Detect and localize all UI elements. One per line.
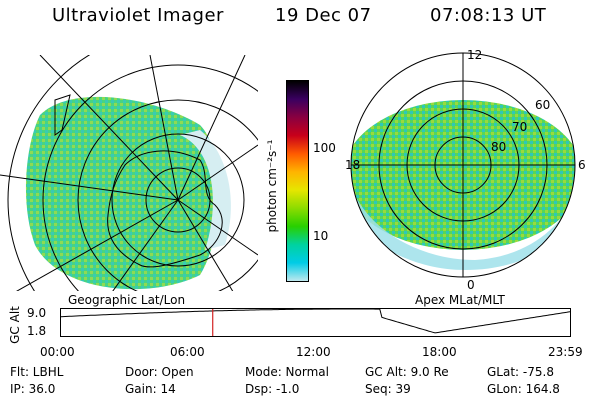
coastline [54,94,223,268]
xtick-2359: 23:59 [548,345,583,359]
ytick-9: 9.0 [27,306,47,320]
mlat-label-60: 60 [535,98,550,112]
info-glat: GLat: -75.8 [487,365,554,379]
info-dsp: Dsp: -1.0 [245,382,300,396]
info-door: Door: Open [125,365,194,379]
info-seq: Seq: 39 [365,382,411,396]
xtick-0600: 06:00 [170,345,205,359]
aurora-oval-left [25,96,219,290]
gc-alt-ylabel: GC Alt [8,306,22,344]
app-title: Ultraviolet Imager [52,5,224,26]
ytick-1-8: 1.8 [27,324,47,338]
info-mode: Mode: Normal [245,365,329,379]
mlt-label-18: 18 [345,158,360,172]
mlt-label-0: 0 [467,278,475,292]
date-label: 19 Dec 07 [275,5,372,26]
mlt-label-6: 6 [578,158,586,172]
info-glon: GLon: 164.8 [487,382,560,396]
colorbar [286,80,309,282]
info-gc-alt: GC Alt: 9.0 Re [365,365,449,379]
mlt-label-12: 12 [467,48,482,62]
colorbar-label: photon cm⁻²s⁻¹ [265,139,279,233]
time-label: 07:08:13 UT [430,5,547,26]
gc-alt-plot [60,308,572,337]
magnetic-map: 12 0 18 6 60 70 80 [345,48,586,292]
right-map-caption: Apex MLat/MLT [415,293,505,307]
geographic-map [0,55,258,291]
colorbar-tick-100: 100 [313,141,336,155]
mlat-label-80: 80 [491,140,506,154]
xtick-1200: 12:00 [296,345,331,359]
mlat-label-70: 70 [512,120,527,134]
colorbar-tick-10: 10 [313,229,329,243]
info-gain: Gain: 14 [125,382,176,396]
left-map-caption-text: Geographic Lat/Lon [68,293,186,307]
info-filter: Flt: LBHL [10,365,64,379]
xtick-0000: 00:00 [40,345,75,359]
info-ip: IP: 36.0 [10,382,56,396]
xtick-1800: 18:00 [422,345,457,359]
